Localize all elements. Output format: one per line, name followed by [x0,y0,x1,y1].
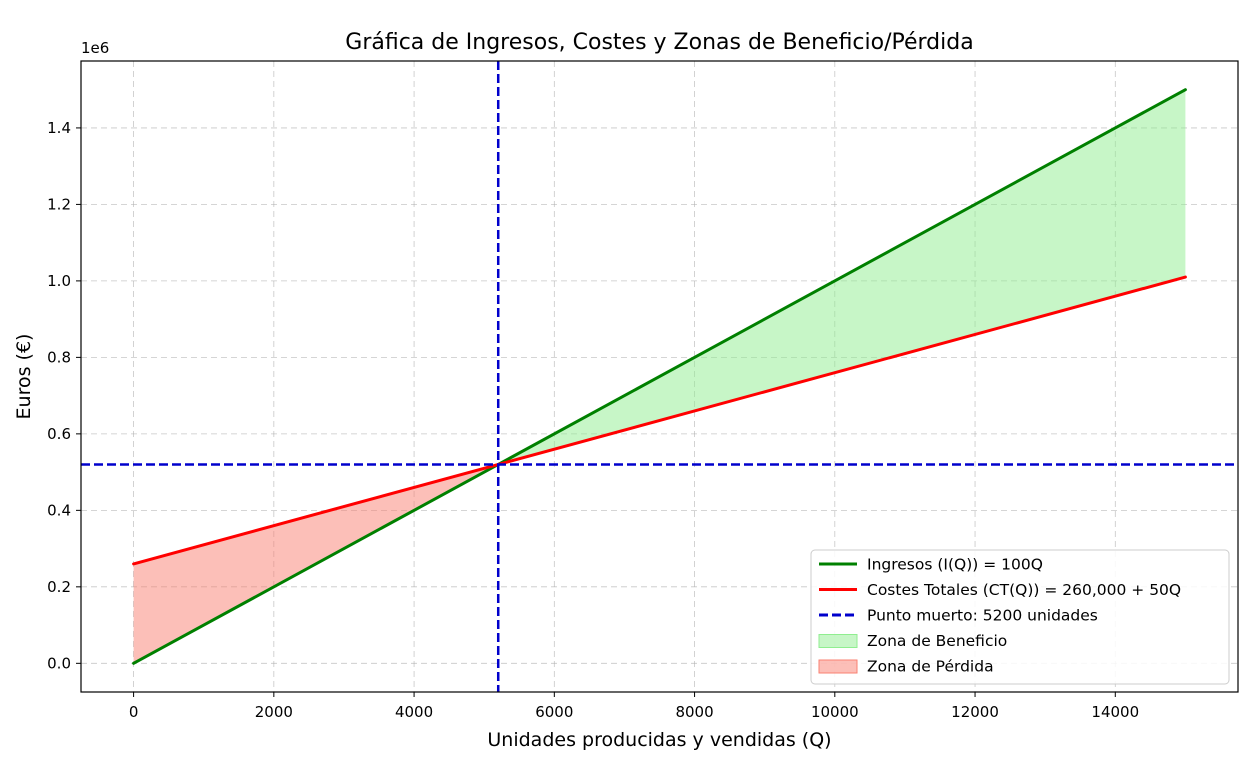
y-axis-ticks: 0.0 0.2 0.4 0.6 0.8 1.0 1.2 1.4 [47,119,81,672]
x-tick-label: 4000 [395,703,433,721]
axes-frame [80,60,1239,693]
legend-profit-zone-label: Zona de Beneficio [867,632,1007,650]
y-tick-label: 0.8 [47,348,71,366]
x-tick-label: 8000 [675,703,713,721]
chart-title: Gráfica de Ingresos, Costes y Zonas de B… [345,30,973,55]
x-tick-label: 14000 [1091,703,1139,721]
legend-loss-zone-label: Zona de Pérdida [867,658,994,676]
cost-line [132,275,1187,566]
y-tick-label: 1.2 [47,195,71,213]
y-tick-label: 1.0 [47,272,71,290]
y-offset-text: 1e6 [81,39,109,57]
y-tick-label: 0.6 [47,425,71,443]
x-tick-label: 12000 [951,703,999,721]
legend-profit-zone-swatch [818,634,858,648]
legend-loss-zone-swatch [818,659,858,674]
x-axis-label: Unidades producidas y vendidas (Q) [487,729,831,751]
y-axis-label: Euros (€) [13,334,35,420]
x-axis-ticks: 0 2000 4000 6000 8000 10000 12000 14000 [129,692,1139,721]
y-tick-label: 0.0 [47,654,71,672]
legend: Ingresos (I(Q)) = 100Q Costes Totales (CT… [810,549,1230,685]
x-tick-label: 10000 [811,703,859,721]
revenue-line [132,88,1187,665]
series-lines [132,88,1187,665]
y-tick-label: 0.2 [47,578,71,596]
legend-box [810,549,1230,685]
x-tick-label: 0 [129,703,139,721]
y-tick-label: 0.4 [47,501,71,519]
x-tick-label: 2000 [255,703,293,721]
break-even-lines [81,61,1238,692]
y-tick-label: 1.4 [47,119,71,137]
x-tick-label: 6000 [535,703,573,721]
legend-revenue-label: Ingresos (I(Q)) = 100Q [867,556,1043,574]
legend-cost-label: Costes Totales (CT(Q)) = 260,000 + 50Q [867,581,1181,599]
legend-break-even-label: Punto muerto: 5200 unidades [867,607,1098,625]
